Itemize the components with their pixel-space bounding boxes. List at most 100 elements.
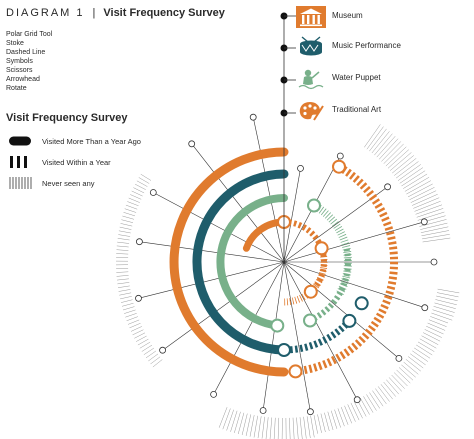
diagram-label: DIAGRAM 1 xyxy=(6,7,85,19)
fan-line xyxy=(422,332,441,342)
fan-line xyxy=(143,347,155,355)
drum-icon xyxy=(300,36,322,56)
fan-line xyxy=(369,392,381,409)
fan-line xyxy=(422,234,450,240)
fan-line xyxy=(387,149,409,169)
spoke-end-circle xyxy=(430,258,438,266)
fan-line xyxy=(117,282,130,285)
legend-label: Visited Within a Year xyxy=(42,158,111,167)
fan-line xyxy=(122,306,135,311)
fan-line xyxy=(417,211,445,221)
fan-line xyxy=(137,338,149,346)
fan-line xyxy=(120,296,132,300)
header-separator: | xyxy=(92,7,96,19)
thin-dashed-arc xyxy=(283,247,328,306)
legend-title: Visit Frequency Survey xyxy=(6,112,128,124)
fan-line xyxy=(116,278,129,281)
fan-line xyxy=(412,350,429,362)
fan-line xyxy=(337,408,345,427)
fan-line xyxy=(134,332,146,339)
fan-line xyxy=(257,416,262,439)
fan-line xyxy=(226,409,234,431)
fan-line xyxy=(334,409,341,428)
solid-arc xyxy=(192,169,289,355)
fan-line xyxy=(320,413,326,433)
fan-line xyxy=(249,415,255,437)
fan-line xyxy=(237,412,245,435)
fan-line xyxy=(324,412,330,432)
fan-line xyxy=(366,126,384,150)
fan-line xyxy=(218,407,228,428)
fan-line xyxy=(124,208,137,213)
category-water-puppet: Water Puppet xyxy=(296,68,466,90)
tool-item: Polar Grid Tool xyxy=(6,31,53,38)
palette-icon xyxy=(299,102,324,121)
fan-line xyxy=(121,219,134,223)
category-label: Museum xyxy=(332,11,363,20)
thin-dash-swatch xyxy=(9,177,32,189)
fan-line xyxy=(145,350,157,359)
fan-line xyxy=(350,402,360,421)
arc-end-ring xyxy=(303,284,318,299)
fan-line xyxy=(398,367,414,381)
fan-line xyxy=(116,275,129,277)
fan-line xyxy=(296,417,299,439)
fan-line xyxy=(129,322,141,329)
fan-line xyxy=(134,183,146,190)
fan-line xyxy=(403,173,428,189)
fan-line xyxy=(380,384,393,400)
fan-line xyxy=(406,180,432,195)
dashed-arc xyxy=(295,163,399,376)
fan-line xyxy=(150,356,161,365)
fan-line xyxy=(269,417,273,439)
fan-line xyxy=(241,413,248,436)
fan-line xyxy=(353,401,363,419)
fan-line xyxy=(364,124,381,148)
fan-line xyxy=(401,170,426,187)
fan-line xyxy=(426,325,444,335)
fan-line xyxy=(306,416,311,439)
fan-line xyxy=(407,356,424,369)
fan-line xyxy=(310,415,315,438)
fan-line xyxy=(273,417,276,439)
fan-line xyxy=(409,187,435,201)
fan-line xyxy=(386,379,399,395)
dashed-arc xyxy=(308,248,351,324)
fan-line xyxy=(392,155,414,174)
spoke-line xyxy=(262,261,285,411)
fan-line xyxy=(369,128,387,152)
fan-line xyxy=(410,190,437,203)
spoke-line xyxy=(283,168,301,263)
spoke-line xyxy=(283,221,425,263)
fan-line xyxy=(417,341,435,352)
spoke-end-circle xyxy=(149,189,157,196)
fan-line xyxy=(125,313,137,318)
fan-line xyxy=(401,364,416,378)
museum-icon xyxy=(296,6,326,28)
tool-item: Symbols xyxy=(6,58,33,65)
tool-item: Stoke xyxy=(6,40,24,47)
fan-line xyxy=(404,176,430,192)
fan-line xyxy=(289,417,291,439)
fan-line xyxy=(413,197,440,209)
fan-line xyxy=(119,292,132,296)
fan-line xyxy=(396,369,411,384)
fan-line xyxy=(376,136,396,158)
spoke-end-circle xyxy=(336,152,344,160)
fan-line xyxy=(136,180,148,187)
solid-arc xyxy=(216,194,288,330)
category-label: Traditional Art xyxy=(332,105,382,114)
fan-line xyxy=(133,187,145,194)
fan-line xyxy=(403,361,419,375)
fan-line xyxy=(222,408,231,430)
category-label: Music Performance xyxy=(332,41,401,50)
fan-line xyxy=(317,414,322,433)
fan-line xyxy=(121,302,134,307)
diagram-header: DIAGRAM 1 | Visit Frequency Survey xyxy=(6,7,225,19)
fan-line xyxy=(253,415,258,438)
arc-end-ring xyxy=(303,313,317,328)
spoke-end-circle xyxy=(210,390,218,398)
fan-line xyxy=(378,138,399,160)
arc-end-ring xyxy=(277,343,291,357)
